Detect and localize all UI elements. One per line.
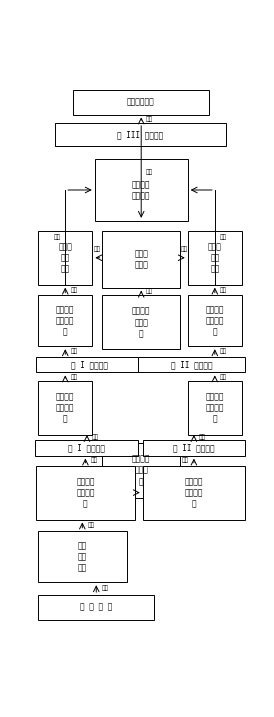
Text: 数据: 数据 <box>220 288 227 293</box>
Bar <box>102 442 180 498</box>
Text: 系统顶层设计: 系统顶层设计 <box>127 98 155 107</box>
Text: 数据: 数据 <box>220 234 227 240</box>
Text: 总线控制
接口电路: 总线控制 接口电路 <box>132 180 150 200</box>
Text: 第 III 位置逻辑: 第 III 位置逻辑 <box>117 130 164 139</box>
Bar <box>36 357 143 372</box>
Text: 主控接收
发送信号
置: 主控接收 发送信号 置 <box>206 392 224 424</box>
Text: 第 I 位置逻辑: 第 I 位置逻辑 <box>68 443 105 452</box>
Bar <box>73 90 209 115</box>
Text: 数据: 数据 <box>70 288 77 293</box>
Bar <box>36 465 135 520</box>
Bar <box>38 231 92 285</box>
Text: 数据: 数据 <box>182 458 189 463</box>
Text: 数据: 数据 <box>53 234 60 240</box>
Text: 主控接收
发送电路
出: 主控接收 发送电路 出 <box>206 305 224 336</box>
Text: 数据: 数据 <box>90 458 97 463</box>
Text: 数据: 数据 <box>220 374 227 379</box>
Bar <box>55 123 226 146</box>
Text: 第 I 位置逻辑: 第 I 位置逻辑 <box>71 360 108 369</box>
Text: 主控接收
发送信号
置: 主控接收 发送信号 置 <box>185 477 203 508</box>
Text: 主控接收
发送信号
置: 主控接收 发送信号 置 <box>76 477 95 508</box>
Bar <box>188 231 242 285</box>
Text: 光生电放
大主控
板: 光生电放 大主控 板 <box>132 455 150 486</box>
Bar <box>188 295 242 346</box>
Text: 时钟管
理电路: 时钟管 理电路 <box>134 250 148 270</box>
Bar <box>35 440 138 455</box>
Text: 数据: 数据 <box>199 435 206 440</box>
Text: 数据: 数据 <box>70 349 77 354</box>
Text: 第 II 位置逻辑: 第 II 位置逻辑 <box>173 443 215 452</box>
Text: 数据: 数据 <box>220 349 227 354</box>
Text: 控制: 控制 <box>146 289 153 295</box>
Bar <box>102 231 180 288</box>
Text: 控制: 控制 <box>180 247 187 252</box>
Text: 数据: 数据 <box>101 586 108 592</box>
Bar <box>38 295 92 346</box>
Text: 数据: 数据 <box>70 374 77 379</box>
Bar <box>143 440 245 455</box>
Text: 主控接收
发送信号
置: 主控接收 发送信号 置 <box>56 392 75 424</box>
Bar <box>102 295 180 349</box>
Text: 反交叉
接口
电路: 反交叉 接口 电路 <box>208 242 222 273</box>
Bar <box>143 465 245 520</box>
Text: 数据: 数据 <box>92 435 99 440</box>
Text: 数据: 数据 <box>146 169 153 175</box>
Bar <box>95 159 188 221</box>
Bar <box>138 357 245 372</box>
Text: 数据: 数据 <box>87 523 94 528</box>
Bar <box>38 531 127 582</box>
Text: 反交叉
接口
电路: 反交叉 接口 电路 <box>58 242 72 273</box>
Text: 控制: 控制 <box>94 247 101 252</box>
Bar <box>38 381 92 435</box>
Text: 主控接收
发送电路
出: 主控接收 发送电路 出 <box>56 305 75 336</box>
Text: 数据: 数据 <box>146 116 153 122</box>
Text: 发送
处理
置板: 发送 处理 置板 <box>78 541 87 572</box>
Text: 第 II 位置逻辑: 第 II 位置逻辑 <box>171 360 212 369</box>
Text: 光生电放
大主控
板: 光生电放 大主控 板 <box>132 307 150 338</box>
Text: 外 入 数 据: 外 入 数 据 <box>80 603 112 612</box>
Bar <box>188 381 242 435</box>
Bar <box>38 595 154 619</box>
